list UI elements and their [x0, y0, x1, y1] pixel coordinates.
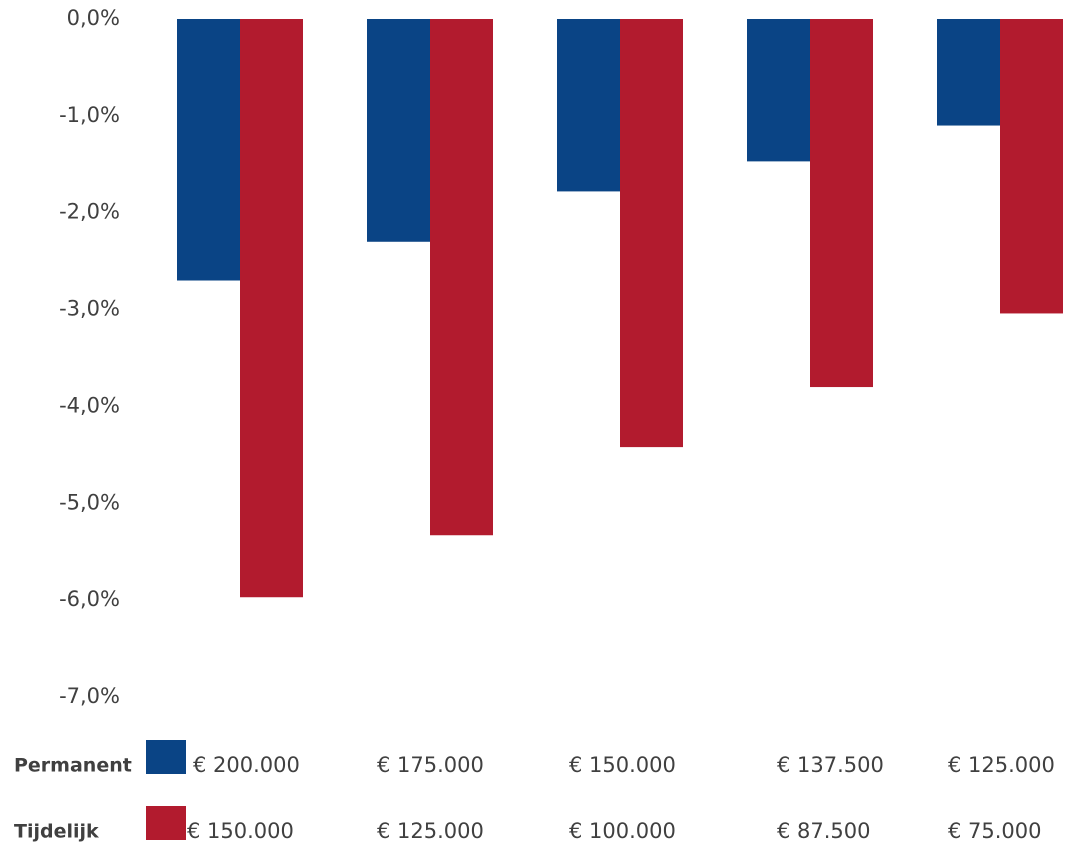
y-tick-label: -2,0% [59, 200, 120, 224]
category-label: € 100.000 [569, 819, 676, 843]
category-label: € 87.500 [777, 819, 871, 843]
legend-label: Tijdelijk [14, 821, 99, 843]
category-label: € 125.000 [948, 753, 1055, 777]
legend-label: Permanent [14, 755, 132, 777]
y-tick-label: -4,0% [59, 393, 120, 417]
legend-swatch [146, 806, 186, 840]
bar [620, 19, 683, 448]
y-tick-label: -3,0% [59, 297, 120, 321]
legend-swatch [146, 740, 186, 774]
bar [177, 19, 240, 281]
y-tick-label: -5,0% [59, 490, 120, 514]
category-label: € 200.000 [193, 753, 300, 777]
bar [747, 19, 810, 162]
bar [430, 19, 493, 536]
category-label: € 175.000 [377, 753, 484, 777]
y-tick-label: -6,0% [59, 587, 120, 611]
y-tick-label: 0,0% [67, 6, 120, 30]
bar [557, 19, 620, 192]
category-label: € 75.000 [948, 819, 1042, 843]
bar [937, 19, 1000, 126]
category-label: € 125.000 [377, 819, 484, 843]
category-label: € 137.500 [777, 753, 884, 777]
category-label: € 150.000 [187, 819, 294, 843]
bar [367, 19, 430, 242]
bar [240, 19, 303, 598]
y-tick-label: -7,0% [59, 684, 120, 708]
bar [1000, 19, 1063, 314]
bar [810, 19, 873, 388]
category-label: € 150.000 [569, 753, 676, 777]
y-tick-label: -1,0% [59, 103, 120, 127]
